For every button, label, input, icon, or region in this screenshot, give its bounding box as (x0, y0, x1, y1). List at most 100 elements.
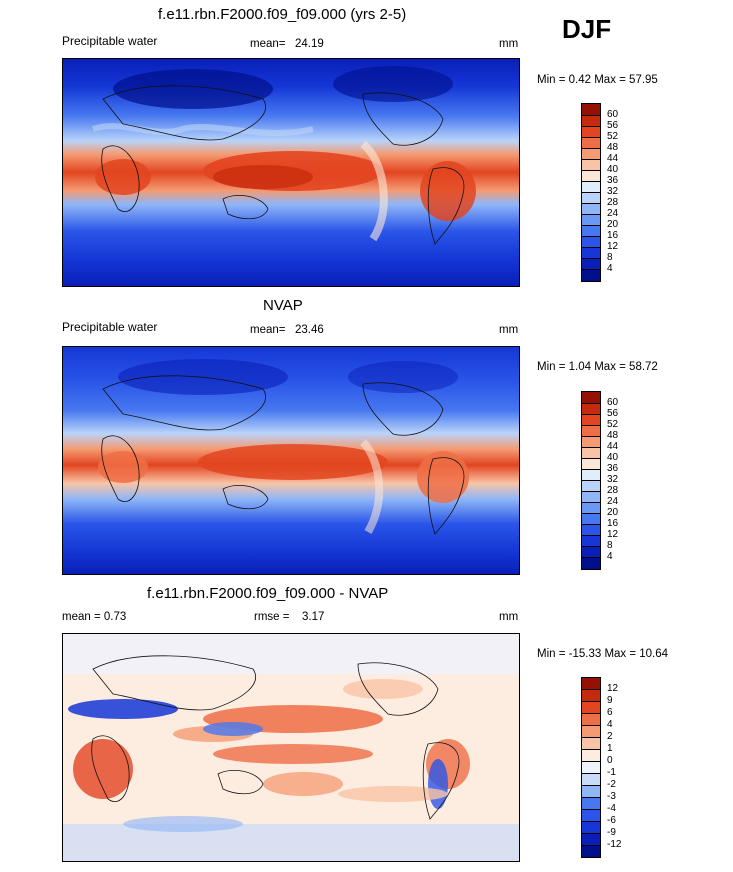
panel3-colorbar-tick: 4 (607, 719, 613, 730)
panel3-colorbar-bin (581, 821, 601, 833)
panel1-field-label: Precipitable water (62, 34, 158, 48)
panel3-units: mm (499, 611, 519, 623)
panel1-colorbar-bin (581, 203, 601, 214)
panel2-colorbar-bin (581, 447, 601, 458)
panel1-colorbar-tick: 24 (607, 208, 619, 219)
panel3-colorbar-bin (581, 749, 601, 761)
panel3-colorbar-tick: -2 (607, 779, 616, 790)
panel3-colorbar-bin (581, 677, 601, 689)
panel1-colorbar-bin (581, 192, 601, 203)
panel3-colorbar-bin (581, 809, 601, 821)
panel1-colorbar-tick: 32 (607, 186, 619, 197)
panel2-colorbar-tick: 20 (607, 507, 619, 518)
panel3-colorbar: 12 9 6 4 2 1 0 -1 -2 -3 -4 -6 -9 -12 (581, 677, 661, 859)
panel3-colorbar-tick: -12 (607, 839, 622, 850)
panel2-colorbar-bin (581, 513, 601, 524)
panel3-minmax: Min = -15.33 Max = 10.64 (537, 648, 669, 660)
panel1-colorbar-tick: 4 (607, 263, 613, 274)
panel2-colorbar-bin (581, 535, 601, 546)
panel2-colorbar-bin (581, 436, 601, 447)
panel1-title: f.e11.rbn.F2000.f09_f09.000 (yrs 2-5) (158, 6, 407, 23)
panel1-colorbar-tick: 40 (607, 164, 619, 175)
panel3-colorbar-bin (581, 725, 601, 737)
panel3-colorbar-bin (581, 701, 601, 713)
panel2-colorbar-bin (581, 458, 601, 469)
panel2-colorbar-tick: 4 (607, 551, 613, 562)
panel1-mean-label: mean= (250, 38, 286, 50)
panel2-colorbar-bin (581, 480, 601, 491)
panel2-mean-label: mean= (250, 324, 286, 336)
panel2-colorbar-bin (581, 391, 601, 403)
panel1-colorbar-bin (581, 236, 601, 247)
panel3-colorbar-tick: -4 (607, 803, 616, 814)
panel1-colorbar-bin (581, 269, 601, 281)
panel3-colorbar-tick: -3 (607, 791, 616, 802)
panel2-colorbar-tick: 36 (607, 463, 619, 474)
panel2-colorbar-bin (581, 469, 601, 480)
panel1-colorbar-bin (581, 115, 601, 126)
panel1-units: mm (499, 38, 519, 50)
panel1-mean-value: 24.19 (295, 38, 324, 50)
panel2-colorbar-bin (581, 546, 601, 557)
panel2-colorbar-bin (581, 491, 601, 502)
panel3-title: f.e11.rbn.F2000.f09_f09.000 - NVAP (147, 585, 389, 602)
panel1-minmax: Min = 0.42 Max = 57.95 (537, 74, 658, 86)
panel3-colorbar-tick: 2 (607, 731, 613, 742)
panel2-colorbar-tick: 52 (607, 419, 619, 430)
panel1-colorbar-bin (581, 170, 601, 181)
panel1-colorbar-tick: 8 (607, 252, 613, 263)
panel1-colorbar-bin (581, 181, 601, 192)
panel3-colorbar-tick: -6 (607, 815, 616, 826)
panel2-colorbar-tick: 28 (607, 485, 619, 496)
panel3-colorbar-tick: 12 (607, 683, 619, 694)
panel3-colorbar-tick: -9 (607, 827, 616, 838)
panel3-colorbar-tick: -1 (607, 767, 616, 778)
panel3-colorbar-tick: 0 (607, 755, 613, 766)
panel1-colorbar-tick: 56 (607, 120, 619, 131)
panel3-colorbar-tick: 1 (607, 743, 613, 754)
panel2-units: mm (499, 324, 519, 336)
panel2-colorbar: 60 56 52 48 44 40 36 32 28 24 20 16 12 8… (581, 391, 661, 571)
panel3-colorbar-bin (581, 689, 601, 701)
panel2-colorbar-bin (581, 425, 601, 436)
panel2-colorbar-tick: 56 (607, 408, 619, 419)
panel1-colorbar-tick: 28 (607, 197, 619, 208)
panel2-colorbar-tick: 8 (607, 540, 613, 551)
panel3-colorbar-bin (581, 713, 601, 725)
panel2-colorbar-bin (581, 414, 601, 425)
panel3-colorbar-bin (581, 785, 601, 797)
panel2-colorbar-tick: 48 (607, 430, 619, 441)
panel2-colorbar-bin (581, 403, 601, 414)
panel2-colorbar-bin (581, 557, 601, 569)
panel3-colorbar-tick: 9 (607, 695, 613, 706)
panel1-colorbar-bin (581, 148, 601, 159)
panel1-colorbar-tick: 52 (607, 131, 619, 142)
season-label: DJF (562, 14, 612, 44)
panel2-colorbar-tick: 12 (607, 529, 619, 540)
panel3-colorbar-bin (581, 833, 601, 845)
panel1-colorbar-bin (581, 103, 601, 115)
panel1-colorbar-bin (581, 225, 601, 236)
panel1-colorbar-tick: 20 (607, 219, 619, 230)
panel2-colorbar-bin (581, 502, 601, 513)
panel1-colorbar-bin (581, 247, 601, 258)
panel1-colorbar-tick: 16 (607, 230, 619, 241)
panel3-rmse-value: 3.17 (302, 611, 325, 623)
panel3-colorbar-bin (581, 845, 601, 857)
panel2-map (62, 346, 520, 575)
panel3-map (62, 633, 520, 862)
panel2-colorbar-bin (581, 524, 601, 535)
panel2-minmax: Min = 1.04 Max = 58.72 (537, 361, 658, 373)
panel1-colorbar-bin (581, 258, 601, 269)
panel3-mean: mean = 0.73 (62, 611, 127, 623)
panel3-colorbar-bin (581, 797, 601, 809)
panel1-colorbar-tick: 36 (607, 175, 619, 186)
panel1-colorbar-bin (581, 214, 601, 225)
panel1-colorbar-bin (581, 137, 601, 148)
panel3-rmse-label: rmse = (254, 611, 290, 623)
panel2-title: NVAP (263, 297, 303, 314)
panel2-colorbar-tick: 16 (607, 518, 619, 529)
panel2-colorbar-tick: 60 (607, 397, 619, 408)
panel1-colorbar: 60 56 52 48 44 40 36 32 28 24 20 16 12 8… (581, 103, 661, 283)
panel3-colorbar-bin (581, 773, 601, 785)
